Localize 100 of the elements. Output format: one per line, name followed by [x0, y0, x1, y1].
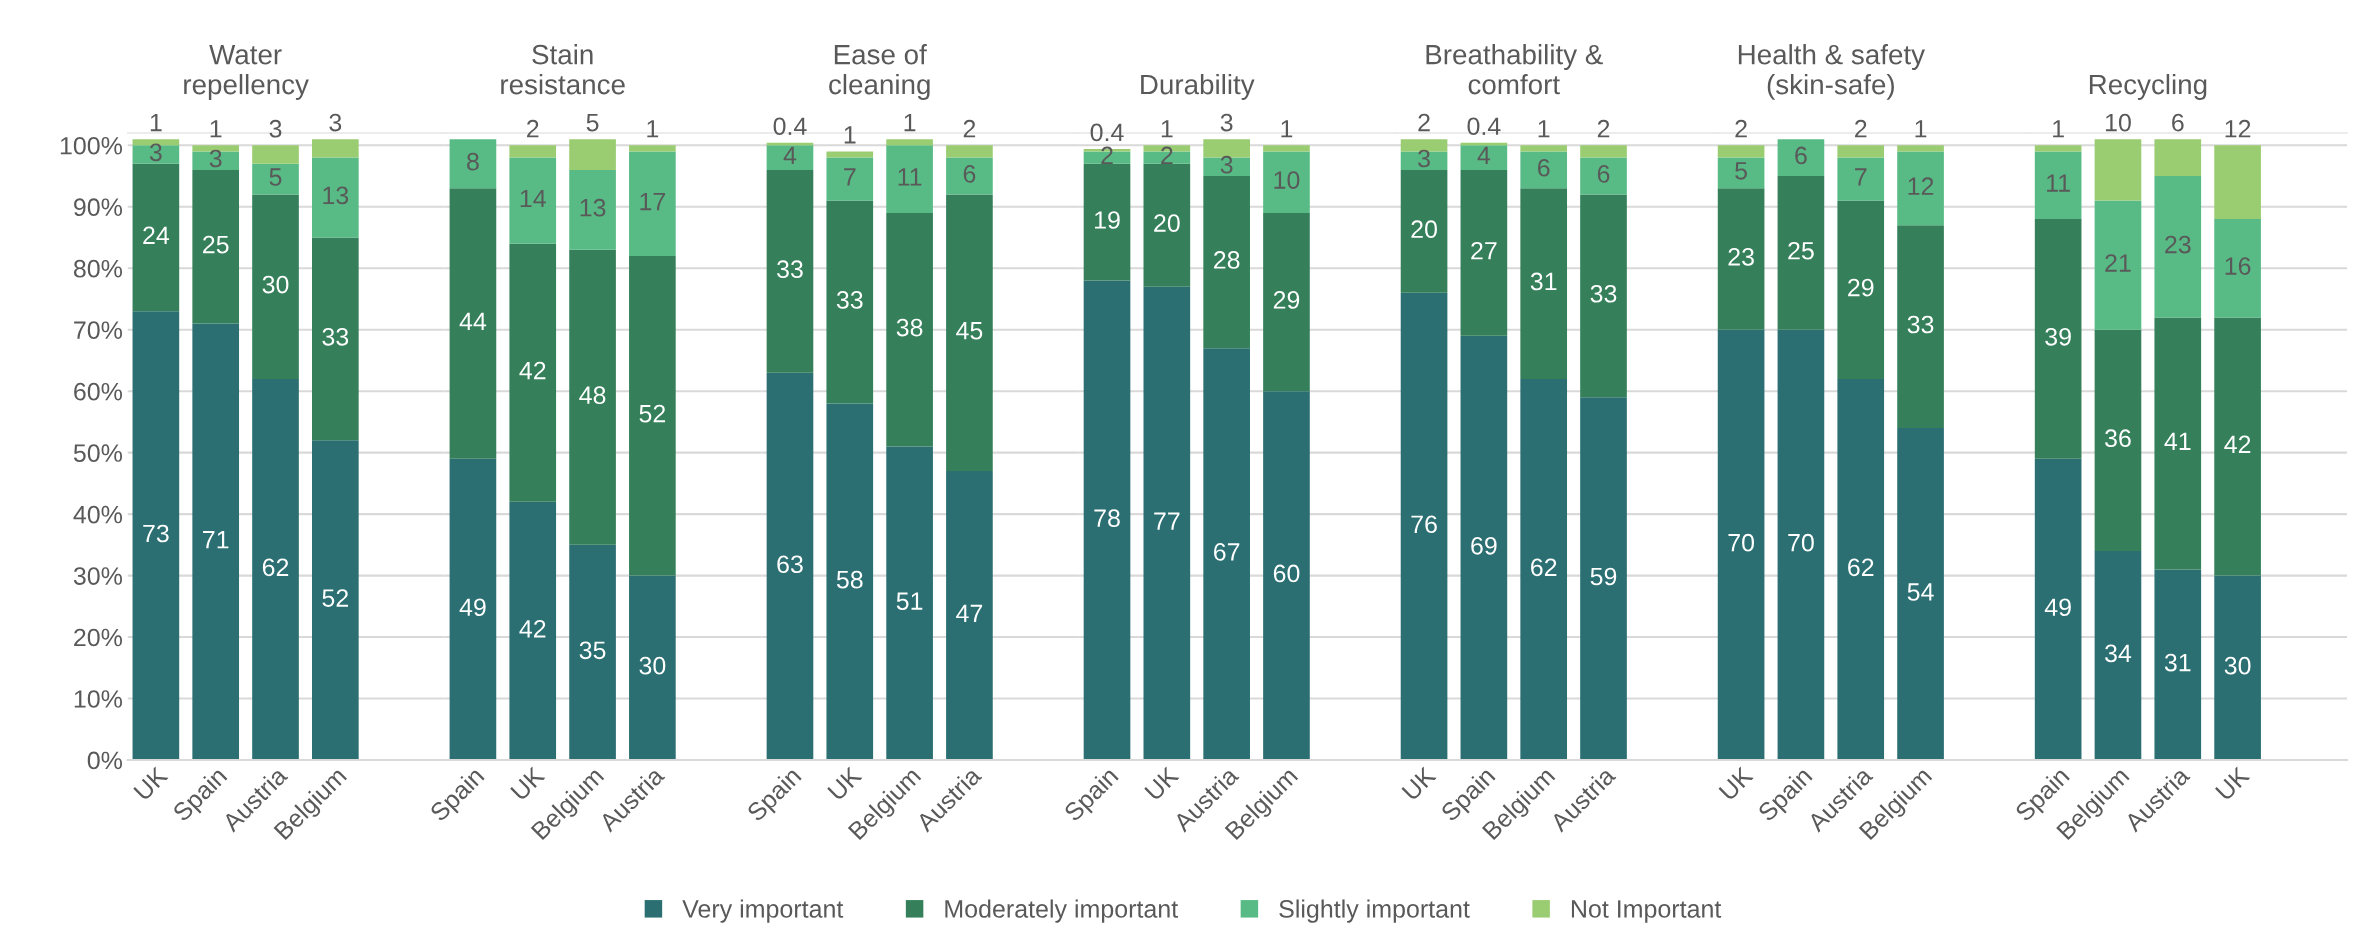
data-label: 21 [2105, 254, 2131, 272]
bar [946, 471, 993, 760]
data-label: 14 [520, 189, 546, 208]
data-label: 1 [1915, 120, 1927, 138]
data-label: 11 [2047, 174, 2070, 192]
data-label: 33 [1590, 284, 1617, 303]
bar [1203, 176, 1250, 349]
x-tick-label: UK [1718, 765, 1754, 802]
bar [252, 145, 299, 164]
bar [132, 311, 180, 760]
bar [1460, 169, 1508, 336]
data-label: 1 [1538, 120, 1550, 138]
data-label: 36 [2105, 429, 2131, 448]
data-label: 25 [203, 235, 229, 254]
bar [1520, 188, 1568, 379]
bar [1837, 200, 1885, 379]
data-label: 5 [1735, 162, 1747, 180]
data-label: 16 [2225, 257, 2251, 275]
data-label: 5 [269, 168, 282, 186]
data-label: 33 [1907, 315, 1934, 334]
data-label: 17 [640, 192, 666, 211]
data-label: 30 [2224, 656, 2251, 675]
bar [449, 188, 497, 459]
bar [1520, 151, 1568, 189]
data-label: 34 [2105, 644, 2132, 663]
bar [946, 157, 993, 195]
y-tick-label: 30% [73, 567, 123, 585]
data-label: 1 [210, 120, 222, 138]
data-label: 33 [777, 260, 803, 279]
bar [1083, 163, 1131, 281]
bar [1897, 151, 1944, 226]
bar [1837, 145, 1885, 158]
bar [1263, 212, 1310, 392]
data-label: 39 [2045, 327, 2071, 346]
data-label: 20 [1154, 214, 1180, 232]
bar [1083, 280, 1131, 760]
bar [1460, 335, 1508, 760]
bar [569, 139, 616, 170]
data-label: 3 [1418, 149, 1430, 168]
data-label: 42 [519, 361, 546, 380]
data-label: 1 [904, 113, 916, 132]
y-tick-label: 20% [74, 628, 123, 647]
y-tick-label: 0% [87, 751, 123, 770]
bar [1777, 176, 1825, 330]
data-label: 4 [1477, 146, 1491, 165]
bar [886, 139, 933, 146]
bar [1143, 163, 1191, 287]
y-tick-label: 100% [60, 136, 123, 155]
bar [312, 139, 359, 158]
data-label: 1 [2053, 120, 2064, 138]
data-label: 1 [647, 120, 659, 138]
bar [1520, 378, 1568, 760]
bar [132, 163, 180, 312]
data-label: 51 [896, 592, 923, 610]
data-label: 33 [836, 291, 863, 309]
y-tick-label: 60% [74, 382, 123, 401]
bar [629, 255, 676, 576]
chart-title: Stain resistance [501, 44, 625, 95]
bar [449, 458, 497, 760]
bar [826, 200, 874, 404]
data-label: 3 [329, 113, 342, 132]
bar [1460, 145, 1508, 170]
data-label: 42 [519, 619, 546, 638]
data-label: 11 [898, 168, 922, 186]
data-label: 30 [639, 656, 666, 675]
y-tick-label: 10% [74, 690, 123, 708]
bar [2154, 139, 2202, 177]
data-label: 2 [1855, 119, 1867, 138]
data-label: 1 [1161, 120, 1173, 138]
bar [2094, 139, 2142, 201]
data-label: 49 [459, 598, 486, 617]
bar [826, 157, 874, 201]
data-label: 2 [527, 119, 539, 138]
bar [569, 544, 616, 760]
data-label: 35 [579, 641, 606, 660]
bar [629, 151, 676, 256]
chart-title: Water repellency [184, 45, 309, 100]
data-label: 45 [956, 322, 983, 340]
bar [886, 446, 933, 760]
data-label: 49 [2044, 598, 2071, 617]
data-label: 62 [1531, 558, 1557, 577]
data-label: 30 [262, 275, 289, 294]
bar [1203, 157, 1250, 177]
bar [886, 212, 933, 447]
data-label: 6 [1795, 146, 1807, 165]
data-label: 7 [844, 168, 856, 186]
bar [2094, 200, 2142, 330]
bar [192, 169, 240, 324]
bar [1520, 145, 1568, 152]
data-label: 0.4 [1467, 117, 1501, 136]
bar [2154, 569, 2202, 760]
bar [1400, 292, 1448, 760]
bar [1897, 145, 1944, 152]
bar [2034, 458, 2082, 760]
bar [1837, 378, 1885, 760]
data-label: 70 [1728, 533, 1755, 552]
data-label: 3 [149, 143, 162, 162]
data-label: 3 [1220, 155, 1233, 174]
data-label: 12 [1908, 177, 1934, 195]
bar [192, 323, 240, 760]
